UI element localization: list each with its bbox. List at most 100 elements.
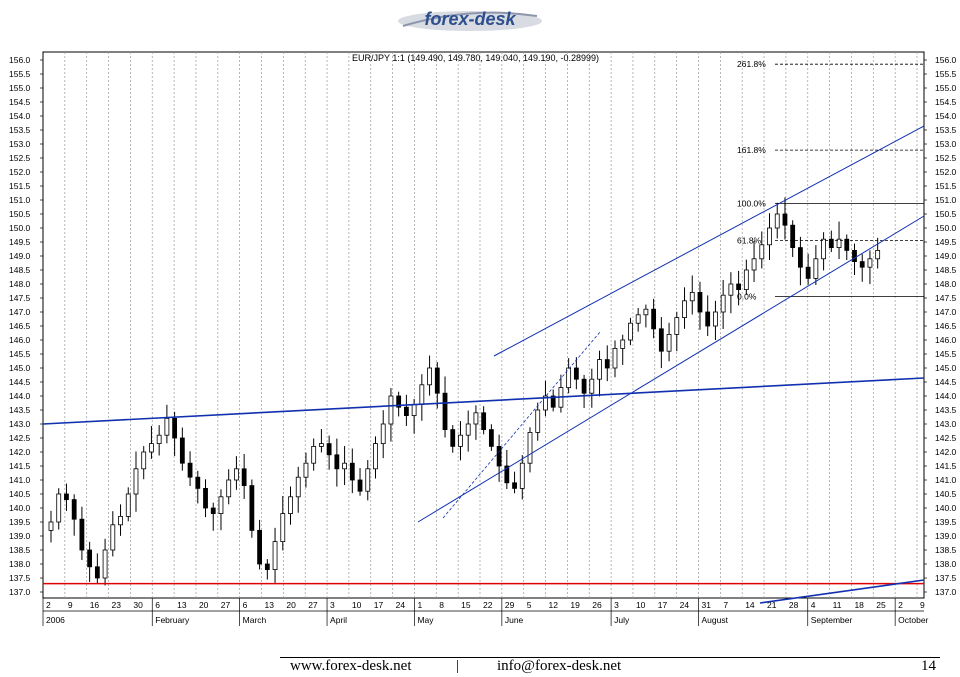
y-tick-label-left: 142.0 xyxy=(9,447,31,457)
candle-body xyxy=(813,258,819,279)
candle-body xyxy=(465,423,471,436)
candle-body xyxy=(535,409,541,433)
y-axis-right: 156.0 155.5 155.0 154.5 154.0 153.5 153.0 152.5… xyxy=(924,55,957,597)
candle-body xyxy=(728,283,734,296)
x-day-label: 9 xyxy=(68,600,73,610)
candle-body xyxy=(118,515,123,526)
x-day-label: 31 xyxy=(702,600,712,610)
fibonacci-levels: 261.8% 161.8% 100.0% 61.8% 0.0% xyxy=(737,59,924,302)
candle-body xyxy=(257,529,262,565)
y-tick-label-left: 151.5 xyxy=(9,181,31,191)
candle-body xyxy=(280,513,286,543)
y-tick-label-right: 156.0 xyxy=(935,55,957,65)
x-day-label: 27 xyxy=(221,600,231,610)
fib-level-label: 0.0% xyxy=(737,292,757,302)
candle-body xyxy=(442,392,448,431)
candle-body xyxy=(566,367,572,389)
candle-body xyxy=(218,496,224,514)
x-day-label: 11 xyxy=(833,600,842,610)
chart-title: EUR/JPY 1:1 (149.490, 149.780, 149.040, … xyxy=(352,53,599,63)
candle-body xyxy=(628,322,633,341)
x-month-label: September xyxy=(811,615,853,625)
candle-body xyxy=(427,367,432,386)
x-day-label: 14 xyxy=(745,600,755,610)
candle-body xyxy=(419,384,425,405)
candle-body xyxy=(87,549,93,568)
candle-body xyxy=(64,493,69,500)
y-tick-label-left: 152.0 xyxy=(9,167,31,177)
y-tick-label-right: 149.0 xyxy=(935,251,957,261)
candle-body xyxy=(573,367,579,380)
x-day-label: 21 xyxy=(767,600,777,610)
y-tick-label-left: 153.5 xyxy=(9,125,31,135)
x-month-label: February xyxy=(155,615,190,625)
candle-body xyxy=(388,395,394,425)
candle-body xyxy=(48,521,54,531)
candle-body xyxy=(357,479,363,492)
candle-body xyxy=(751,258,757,271)
x-month-label: April xyxy=(330,615,347,625)
candlestick-chart: 156.0 155.5 155.0 154.5 154.0 153.5 153.0 152.5… xyxy=(9,51,957,626)
x-day-label: 9 xyxy=(920,600,925,610)
x-day-label: 2 xyxy=(898,600,903,610)
x-day-label: 17 xyxy=(658,600,668,610)
footer-email[interactable]: info@forex-desk.net xyxy=(497,658,622,674)
candle-body xyxy=(473,412,479,425)
x-day-label: 24 xyxy=(396,600,406,610)
candle-body xyxy=(172,417,178,439)
footer-website[interactable]: www.forex-desk.net xyxy=(290,658,412,674)
y-tick-label-right: 138.0 xyxy=(935,559,957,569)
x-day-label: 28 xyxy=(789,600,799,610)
y-tick-label-left: 141.0 xyxy=(9,475,31,485)
y-tick-label-right: 143.5 xyxy=(935,405,957,415)
candle-body xyxy=(334,454,340,470)
candle-body xyxy=(759,244,765,260)
candle-body xyxy=(133,468,139,495)
candle-body xyxy=(319,443,324,447)
candle-body xyxy=(141,451,147,470)
candle-body xyxy=(867,258,873,268)
x-month-label: 2006 xyxy=(46,615,65,625)
y-tick-label-left: 143.0 xyxy=(9,419,31,429)
candle-body xyxy=(790,224,796,248)
candle-body xyxy=(597,359,602,380)
y-tick-label-right: 147.0 xyxy=(935,307,957,317)
x-month-label: May xyxy=(417,615,434,625)
candle-body xyxy=(326,443,332,456)
x-day-label: 6 xyxy=(243,600,248,610)
y-tick-label-right: 150.0 xyxy=(935,223,957,233)
candle-body xyxy=(666,333,672,352)
candle-body xyxy=(604,359,610,369)
candle-body xyxy=(527,431,533,464)
y-tick-label-left: 148.0 xyxy=(9,279,31,289)
y-tick-label-left: 143.5 xyxy=(9,405,31,415)
y-tick-label-right: 151.0 xyxy=(935,195,957,205)
x-day-label: 19 xyxy=(570,600,580,610)
candle-body xyxy=(682,300,687,318)
candle-body xyxy=(736,283,742,290)
candle-body xyxy=(689,291,695,302)
candle-body xyxy=(635,314,641,324)
candle-body xyxy=(859,261,865,268)
trend-lines xyxy=(42,125,925,604)
y-tick-label-right: 146.5 xyxy=(935,321,957,331)
candle-body xyxy=(264,563,270,570)
candle-body xyxy=(767,227,772,246)
x-day-label: 7 xyxy=(723,600,728,610)
y-tick-label-right: 141.5 xyxy=(935,461,957,471)
candle-body xyxy=(241,468,247,486)
candle-body xyxy=(651,308,657,330)
long-trendline xyxy=(42,377,925,425)
candle-body xyxy=(380,423,386,445)
y-tick-label-left: 144.5 xyxy=(9,377,31,387)
y-tick-label-right: 144.0 xyxy=(935,391,957,401)
y-tick-label-right: 153.5 xyxy=(935,125,957,135)
x-day-label: 20 xyxy=(286,600,296,610)
y-tick-label-left: 139.5 xyxy=(9,517,31,527)
candle-body xyxy=(674,317,680,335)
candle-body xyxy=(504,465,510,484)
candle-body xyxy=(349,462,355,481)
y-tick-label-right: 144.5 xyxy=(935,377,957,387)
y-tick-label-left: 140.5 xyxy=(9,489,31,499)
y-tick-label-left: 141.5 xyxy=(9,461,31,471)
